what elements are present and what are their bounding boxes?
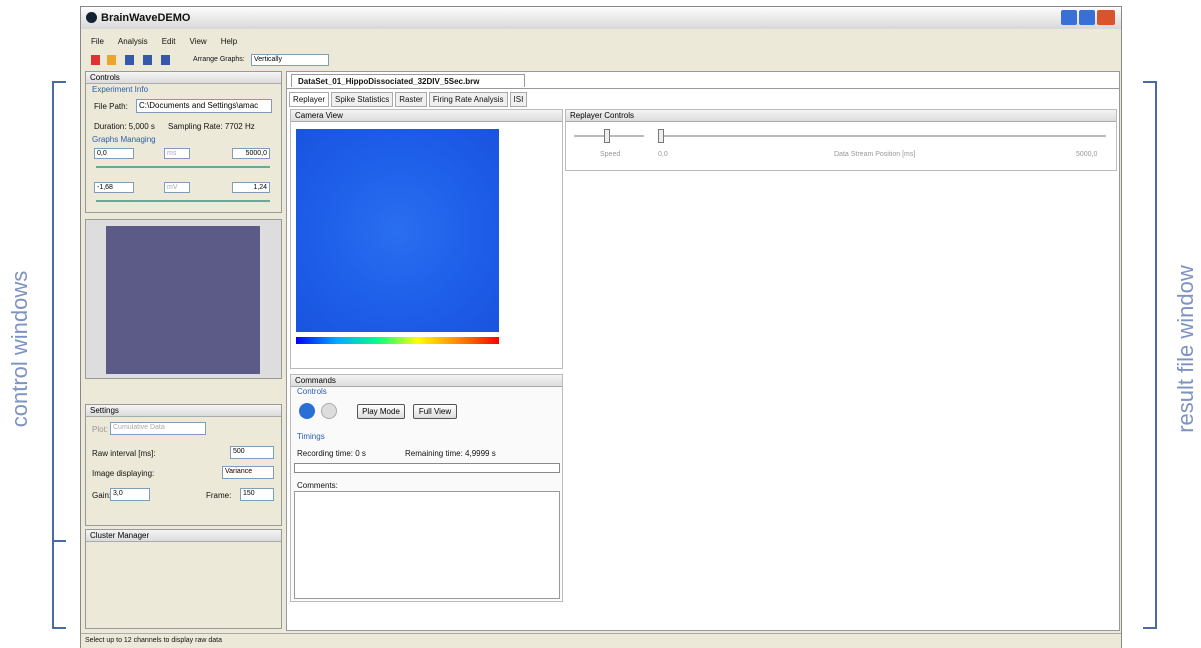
arrange-select[interactable]: Vertically: [251, 54, 329, 66]
tab[interactable]: Spike Statistics: [331, 92, 394, 107]
tabs: Replayer Spike Statistics Raster Firing Rat…: [289, 92, 528, 107]
settings-panel: Settings Plot: Cumulative Data Raw inter…: [85, 404, 282, 526]
tab[interactable]: Firing Rate Analysis: [428, 92, 508, 107]
label: Raw interval [ms]:: [92, 449, 156, 458]
close[interactable]: [1097, 10, 1115, 25]
group-title: Graphs Managing: [92, 135, 156, 144]
comments-box[interactable]: [294, 491, 560, 599]
camera-panel: Camera View: [290, 109, 563, 369]
label: Plot:: [92, 425, 109, 434]
app-icon: [86, 12, 97, 23]
stop-button[interactable]: [321, 403, 337, 419]
frame[interactable]: 150: [240, 488, 274, 501]
commands-panel: Commands Controls Play Mode Full View Ti…: [290, 374, 563, 602]
menu-item[interactable]: Analysis: [117, 37, 148, 46]
group-title: Controls: [297, 387, 327, 396]
panel-header: Camera View: [291, 110, 562, 122]
label: File Path:: [94, 102, 128, 111]
x-max[interactable]: 5000,0: [232, 148, 270, 159]
position-thumb[interactable]: [658, 129, 664, 143]
menu-item[interactable]: File: [91, 37, 104, 46]
minimize[interactable]: [1061, 10, 1077, 25]
label: Image displaying:: [92, 469, 155, 478]
y-unit: mV: [164, 182, 190, 193]
play-mode-button[interactable]: Play Mode: [357, 404, 405, 419]
panel-header: Controls: [86, 72, 281, 84]
panel-header: Settings: [86, 405, 281, 417]
toolbar: Arrange Graphs: Vertically: [85, 51, 385, 69]
gain[interactable]: 3,0: [110, 488, 150, 501]
colorbar: [296, 337, 499, 344]
panel-header: Replayer Controls: [566, 110, 1116, 122]
status-text: Select up to 12 channels to display raw …: [85, 637, 222, 644]
position-end: 5000,0: [1076, 151, 1098, 158]
controls-panel: Controls Experiment Info File Path: C:\D…: [85, 71, 282, 213]
document-area: DataSet_01_HippoDissociated_32DIV_5Sec.b…: [286, 71, 1120, 631]
tab[interactable]: ISI: [509, 92, 528, 107]
camera-image[interactable]: [296, 129, 499, 332]
position-start: 0,0: [658, 151, 668, 158]
menu-bar: File Analysis Edit View Help: [91, 37, 237, 49]
x-slider[interactable]: [96, 166, 270, 168]
raw-interval[interactable]: 500: [230, 446, 274, 459]
panel-header: Commands: [291, 375, 562, 387]
document-tab[interactable]: DataSet_01_HippoDissociated_32DIV_5Sec.b…: [291, 74, 525, 87]
recording-time: Recording time: 0 s: [297, 449, 366, 458]
duration: Duration: 5,000 s: [94, 122, 155, 131]
image-panel: [85, 219, 282, 379]
y-min[interactable]: -1,68: [94, 182, 134, 193]
image-select[interactable]: Variance: [222, 466, 274, 479]
file-path: C:\Documents and Settings\amac: [136, 99, 272, 113]
electrode-image[interactable]: [106, 226, 260, 374]
play-button[interactable]: [299, 403, 315, 419]
replayer-panel: Replayer Controls Speed 0,0 Data Stream …: [565, 109, 1117, 171]
menu-item[interactable]: Edit: [161, 37, 176, 46]
position-slider[interactable]: [658, 135, 1106, 137]
tab[interactable]: Raster: [395, 92, 427, 107]
menu-item[interactable]: View: [189, 37, 207, 46]
y-max[interactable]: 1,24: [232, 182, 270, 193]
x-unit: ms: [164, 148, 190, 159]
menu-item[interactable]: Help: [220, 37, 238, 46]
group-title: Timings: [297, 432, 325, 441]
position-label: Data Stream Position [ms]: [834, 151, 916, 158]
y-slider[interactable]: [96, 200, 270, 202]
remaining-time: Remaining time: 4,9999 s: [405, 449, 496, 458]
label: Frame:: [206, 491, 232, 500]
status-bar: Select up to 12 channels to display raw …: [81, 633, 1121, 648]
group-title: Experiment Info: [92, 85, 149, 94]
window-title: BrainWaveDEMO: [101, 12, 191, 24]
maximize[interactable]: [1079, 10, 1095, 25]
speed-thumb[interactable]: [604, 129, 610, 143]
tab[interactable]: Replayer: [289, 92, 330, 107]
plot-select[interactable]: Cumulative Data: [110, 422, 206, 435]
full-view-button[interactable]: Full View: [413, 404, 457, 419]
toolbar-icons[interactable]: [91, 55, 181, 65]
arrange-label: Arrange Graphs:: [193, 56, 245, 63]
comments-label: Comments:: [297, 481, 338, 490]
x-min[interactable]: 0,0: [94, 148, 134, 159]
divider: [287, 88, 1119, 89]
title-bar: BrainWaveDEMO: [81, 7, 1121, 29]
progress-bar: [294, 463, 560, 473]
cluster-panel: Cluster Manager: [85, 529, 282, 629]
label: Gain:: [92, 491, 112, 500]
app-window: BrainWaveDEMO File Analysis Edit View Help A…: [80, 6, 1122, 648]
speed-label: Speed: [600, 151, 621, 158]
panel-header: Cluster Manager: [86, 530, 281, 542]
sampling-rate: Sampling Rate: 7702 Hz: [168, 122, 255, 131]
